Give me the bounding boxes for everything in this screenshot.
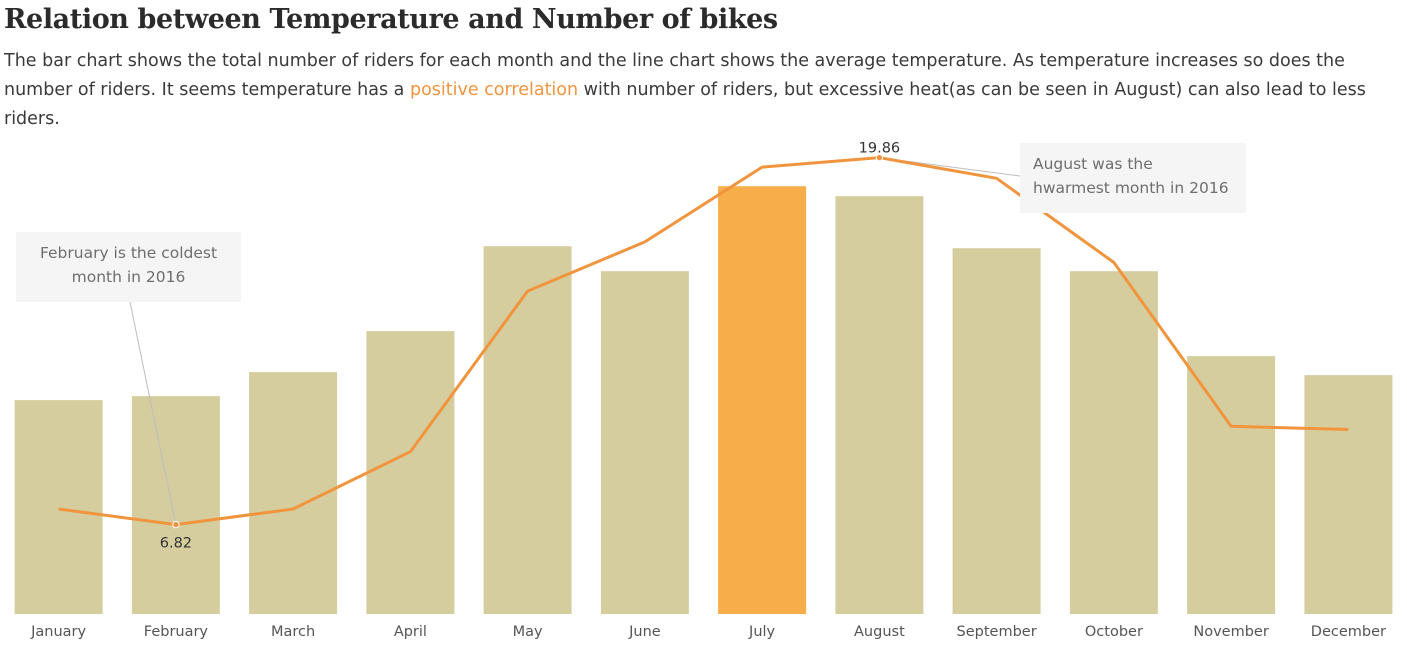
chart-title: Relation between Temperature and Number …	[4, 4, 778, 35]
chart-description: The bar chart shows the total number of …	[4, 47, 1399, 134]
x-tick-label-december: December	[1311, 624, 1386, 640]
x-tick-label-june: June	[628, 624, 661, 640]
bar-april	[366, 331, 455, 614]
bar-june	[600, 271, 689, 614]
description-text-end: with number of riders, but excessive hea…	[4, 80, 1366, 129]
x-tick-label-march: March	[271, 624, 315, 640]
bar-february	[131, 396, 220, 614]
x-tick-label-february: February	[144, 624, 209, 640]
temperature-point-august	[875, 153, 884, 162]
bar-july	[718, 186, 807, 614]
bar-october	[1069, 271, 1158, 614]
bar-september	[952, 248, 1041, 614]
data-label-february: 6.82	[160, 536, 192, 552]
x-tick-label-august: August	[854, 624, 905, 640]
description-text: The bar chart shows the total number of …	[4, 51, 1345, 100]
annotation-connector-february	[129, 301, 177, 525]
x-tick-label-july: July	[748, 624, 775, 640]
bar-november	[1187, 356, 1276, 614]
bar-may	[483, 246, 572, 614]
annotation-warmest-month: August was the hwarmest month in 2016	[1020, 143, 1246, 213]
x-tick-label-january: January	[30, 624, 86, 640]
x-tick-label-september: September	[957, 624, 1037, 640]
data-label-august: 19.86	[859, 141, 901, 157]
bar-august	[835, 196, 924, 614]
description-highlight: positive correlation	[409, 80, 579, 100]
bar-december	[1304, 375, 1393, 614]
x-tick-label-november: November	[1193, 624, 1268, 640]
temperature-point-february	[172, 520, 180, 529]
x-tick-label-october: October	[1085, 624, 1143, 640]
x-tick-label-april: April	[394, 624, 427, 640]
annotation-coldest-month: February is the coldest month in 2016	[16, 232, 241, 302]
bar-january	[14, 400, 103, 614]
x-tick-label-may: May	[513, 624, 543, 640]
temperature-line	[58, 156, 1349, 527]
